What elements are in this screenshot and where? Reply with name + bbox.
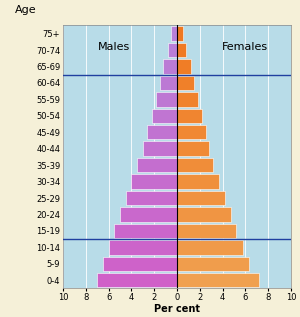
Bar: [177, 224, 236, 238]
Bar: [137, 158, 177, 172]
Bar: [157, 92, 177, 107]
Bar: [163, 59, 177, 74]
Bar: [177, 125, 206, 139]
Bar: [152, 108, 177, 123]
Bar: [177, 240, 243, 255]
Bar: [147, 125, 177, 139]
X-axis label: Per cent: Per cent: [154, 304, 200, 314]
Bar: [177, 158, 214, 172]
Bar: [120, 207, 177, 222]
Text: Females: Females: [222, 42, 268, 52]
Bar: [177, 256, 249, 271]
Bar: [177, 92, 197, 107]
Bar: [177, 76, 194, 90]
Bar: [97, 273, 177, 288]
Bar: [103, 256, 177, 271]
Bar: [126, 191, 177, 205]
Text: Age: Age: [15, 5, 37, 15]
Bar: [177, 43, 186, 57]
Bar: [131, 174, 177, 189]
Text: Males: Males: [98, 42, 130, 52]
Bar: [114, 224, 177, 238]
Bar: [177, 174, 219, 189]
Bar: [177, 59, 191, 74]
Bar: [109, 240, 177, 255]
Bar: [168, 43, 177, 57]
Bar: [177, 141, 209, 156]
Bar: [177, 207, 231, 222]
Bar: [171, 26, 177, 41]
Bar: [177, 108, 202, 123]
Bar: [177, 26, 183, 41]
Bar: [160, 76, 177, 90]
Bar: [177, 191, 225, 205]
Bar: [177, 273, 259, 288]
Bar: [143, 141, 177, 156]
